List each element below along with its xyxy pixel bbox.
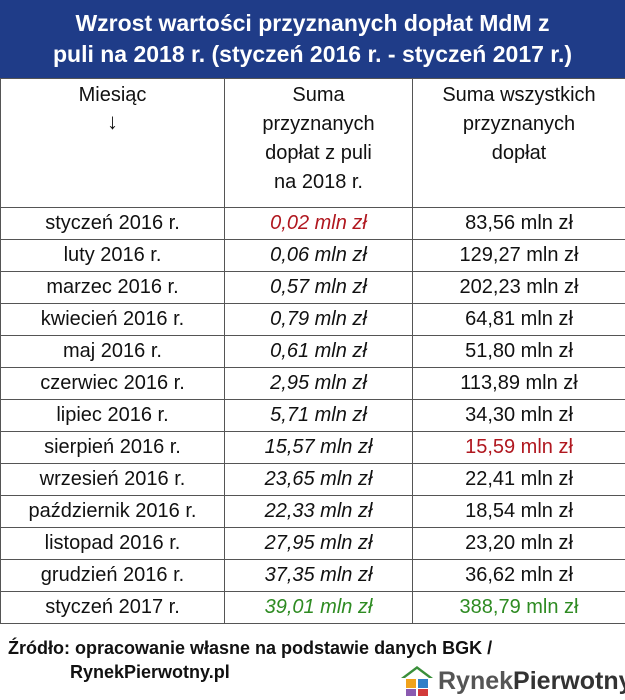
month-cell: styczeń 2017 r. (0, 591, 225, 624)
table-row: lipiec 2016 r. 5,71 mln zł 34,30 mln zł (0, 399, 625, 432)
header-pool-line: przyznanych (262, 113, 375, 135)
table-row: maj 2016 r. 0,61 mln zł 51,80 mln zł (0, 335, 625, 368)
total-cell: 22,41 mln zł (412, 463, 625, 496)
pool-cell: 27,95 mln zł (224, 527, 413, 560)
table-row: wrzesień 2016 r. 23,65 mln zł 22,41 mln … (0, 463, 625, 496)
rynekpierwotny-logo: RynekPierwotny (400, 664, 625, 698)
logo-word-1: Rynek (438, 666, 514, 695)
total-cell: 34,30 mln zł (412, 399, 625, 432)
pool-cell: 39,01 mln zł (224, 591, 413, 624)
pool-cell: 23,65 mln zł (224, 463, 413, 496)
dopłaty-table: Miesiąc ↓ Suma przyznanych dopłat z puli… (0, 78, 625, 624)
month-cell: styczeń 2016 r. (0, 207, 225, 240)
title-line-2: puli na 2018 r. (styczeń 2016 r. - stycz… (52, 41, 573, 67)
logo-word-2: Pierwotny (513, 666, 625, 695)
table-row: czerwiec 2016 r. 2,95 mln zł 113,89 mln … (0, 367, 625, 400)
month-cell: wrzesień 2016 r. (0, 463, 225, 496)
table-row: październik 2016 r. 22,33 mln zł 18,54 m… (0, 495, 625, 528)
logo-wordmark: RynekPierwotny (438, 667, 625, 696)
table-title: Wzrost wartości przyznanych dopłat MdM z… (0, 0, 625, 78)
pool-cell: 0,06 mln zł (224, 239, 413, 272)
pool-cell: 0,02 mln zł (224, 207, 413, 240)
month-cell: marzec 2016 r. (0, 271, 225, 304)
total-cell: 113,89 mln zł (412, 367, 625, 400)
pool-cell: 0,79 mln zł (224, 303, 413, 336)
month-cell: grudzień 2016 r. (0, 559, 225, 592)
table-row: marzec 2016 r. 0,57 mln zł 202,23 mln zł (0, 271, 625, 304)
header-pool-line: na 2018 r. (274, 171, 363, 193)
pool-cell: 15,57 mln zł (224, 431, 413, 464)
month-cell: luty 2016 r. (0, 239, 225, 272)
table-row: kwiecień 2016 r. 0,79 mln zł 64,81 mln z… (0, 303, 625, 336)
source-line-2: RynekPierwotny.pl (70, 662, 230, 682)
total-cell: 64,81 mln zł (412, 303, 625, 336)
total-cell: 129,27 mln zł (412, 239, 625, 272)
source-line-1: Źródło: opracowanie własne na podstawie … (8, 638, 493, 658)
table-row: grudzień 2016 r. 37,35 mln zł 36,62 mln … (0, 559, 625, 592)
header-pool-line: dopłat z puli (265, 142, 372, 164)
table-row: luty 2016 r. 0,06 mln zł 129,27 mln zł (0, 239, 625, 272)
header-total-line: dopłat (491, 142, 547, 164)
header-pool-line: Suma (292, 84, 345, 106)
pool-cell: 5,71 mln zł (224, 399, 413, 432)
total-cell: 51,80 mln zł (412, 335, 625, 368)
month-cell: listopad 2016 r. (0, 527, 225, 560)
month-cell: maj 2016 r. (0, 335, 225, 368)
header-row: Miesiąc ↓ Suma przyznanych dopłat z puli… (0, 78, 625, 208)
month-cell: sierpień 2016 r. (0, 431, 225, 464)
header-total-sum: Suma wszystkich przyznanych dopłat (412, 78, 625, 208)
header-month-label: Miesiąc (78, 84, 147, 106)
total-cell: 388,79 mln zł (412, 591, 625, 624)
total-cell: 36,62 mln zł (412, 559, 625, 592)
header-pool-sum: Suma przyznanych dopłat z puli na 2018 r… (224, 78, 413, 208)
pool-cell: 0,61 mln zł (224, 335, 413, 368)
arrow-down-icon: ↓ (107, 109, 118, 134)
total-cell: 15,59 mln zł (412, 431, 625, 464)
house-logo-icon (401, 666, 433, 696)
total-cell: 23,20 mln zł (412, 527, 625, 560)
month-cell: kwiecień 2016 r. (0, 303, 225, 336)
total-cell: 202,23 mln zł (412, 271, 625, 304)
header-total-line: Suma wszystkich (442, 84, 596, 106)
header-total-line: przyznanych (462, 113, 576, 135)
total-cell: 83,56 mln zł (412, 207, 625, 240)
table-row: sierpień 2016 r. 15,57 mln zł 15,59 mln … (0, 431, 625, 464)
month-cell: czerwiec 2016 r. (0, 367, 225, 400)
pool-cell: 0,57 mln zł (224, 271, 413, 304)
table-row: styczeń 2016 r. 0,02 mln zł 83,56 mln zł (0, 207, 625, 240)
title-line-1: Wzrost wartości przyznanych dopłat MdM z (75, 10, 550, 36)
table-row: listopad 2016 r. 27,95 mln zł 23,20 mln … (0, 527, 625, 560)
month-cell: lipiec 2016 r. (0, 399, 225, 432)
source-note: Źródło: opracowanie własne na podstawie … (8, 636, 548, 684)
table-row: styczeń 2017 r. 39,01 mln zł 388,79 mln … (0, 591, 625, 624)
total-cell: 18,54 mln zł (412, 495, 625, 528)
pool-cell: 37,35 mln zł (224, 559, 413, 592)
month-cell: październik 2016 r. (0, 495, 225, 528)
pool-cell: 2,95 mln zł (224, 367, 413, 400)
pool-cell: 22,33 mln zł (224, 495, 413, 528)
header-month: Miesiąc ↓ (0, 78, 225, 208)
